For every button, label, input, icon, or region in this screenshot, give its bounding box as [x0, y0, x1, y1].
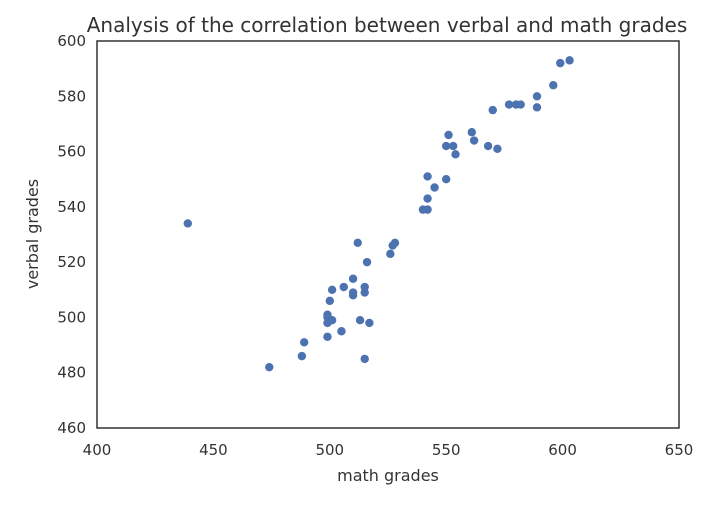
data-point — [516, 100, 525, 109]
data-point — [339, 282, 348, 292]
data-point — [423, 194, 432, 203]
x-tick-label: 500 — [315, 441, 344, 459]
x-tick-label: 600 — [548, 441, 577, 459]
data-point — [337, 327, 346, 336]
data-point — [323, 310, 332, 319]
data-point — [467, 128, 477, 137]
data-point — [532, 103, 542, 112]
data-point — [390, 238, 400, 247]
y-tick-label: 540 — [57, 198, 86, 216]
data-point — [353, 238, 362, 247]
data-point — [360, 354, 369, 364]
data-point — [423, 205, 432, 214]
data-point — [549, 81, 558, 90]
data-point — [323, 332, 332, 341]
data-point — [442, 141, 451, 151]
data-point — [444, 130, 453, 140]
y-tick-label: 560 — [57, 143, 86, 161]
data-point — [348, 274, 358, 283]
data-point — [565, 56, 574, 65]
data-point — [488, 105, 497, 115]
data-point — [355, 315, 365, 325]
data-point — [442, 175, 451, 184]
data-point — [423, 172, 432, 181]
data-point — [448, 141, 458, 151]
x-tick-label: 400 — [83, 441, 112, 459]
data-point — [556, 58, 565, 68]
x-axis-ticks: 400 450 500 550 600 650 — [83, 441, 694, 459]
y-tick-label: 520 — [57, 253, 86, 271]
y-axis-label: verbal grades — [23, 179, 42, 289]
data-points — [183, 56, 574, 372]
data-point — [265, 362, 274, 372]
data-point — [365, 318, 374, 328]
data-point — [532, 92, 542, 101]
data-point — [386, 249, 395, 259]
y-tick-label: 460 — [57, 419, 86, 437]
data-point — [504, 100, 514, 109]
data-point — [297, 351, 307, 361]
y-tick-label: 500 — [57, 308, 86, 326]
x-tick-label: 550 — [432, 441, 461, 459]
data-point — [360, 282, 369, 292]
y-tick-label: 600 — [57, 32, 86, 50]
data-point — [299, 338, 309, 347]
data-point — [325, 296, 334, 306]
data-point — [327, 285, 337, 294]
data-point — [451, 150, 460, 159]
data-point — [362, 257, 372, 267]
y-tick-label: 580 — [57, 87, 86, 105]
x-tick-label: 450 — [199, 441, 228, 459]
data-point — [327, 315, 337, 325]
plot-area — [96, 40, 680, 429]
data-point — [483, 141, 493, 151]
data-point — [493, 144, 502, 154]
data-point — [348, 288, 358, 297]
x-axis-label: math grades — [337, 466, 439, 485]
y-axis-ticks: 460 480 500 520 540 560 580 600 — [57, 32, 86, 437]
y-tick-label: 480 — [57, 364, 86, 382]
data-point — [183, 219, 192, 228]
data-point — [430, 183, 439, 192]
x-tick-label: 650 — [665, 441, 694, 459]
data-point — [469, 136, 479, 145]
chart-title: Analysis of the correlation between verb… — [87, 13, 688, 37]
